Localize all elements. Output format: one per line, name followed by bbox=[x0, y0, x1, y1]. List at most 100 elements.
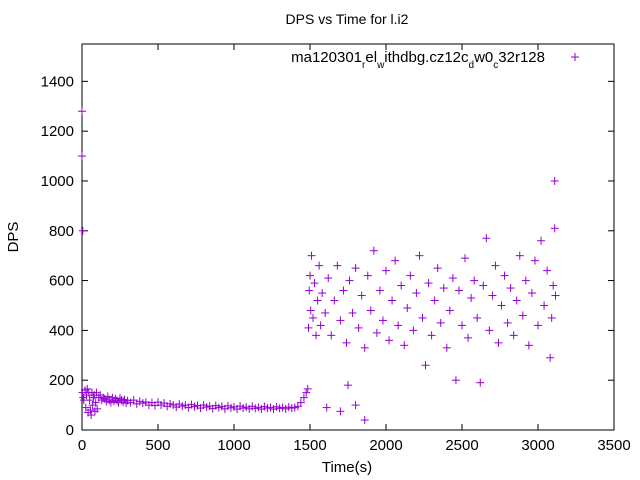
data-point bbox=[303, 384, 312, 393]
x-tick-label: 2000 bbox=[369, 437, 402, 454]
data-point bbox=[512, 296, 521, 305]
data-point bbox=[445, 306, 454, 315]
data-point bbox=[309, 313, 318, 322]
x-axis: 0 500 1000 1500 2000 2500 3000 3500 bbox=[78, 44, 631, 454]
data-point bbox=[372, 328, 381, 337]
y-tick-label: 400 bbox=[49, 322, 74, 339]
data-point bbox=[549, 281, 558, 290]
y-tick-label: 600 bbox=[49, 273, 74, 290]
data-point bbox=[369, 246, 378, 255]
data-point bbox=[327, 331, 336, 340]
data-point bbox=[461, 254, 470, 263]
data-points bbox=[78, 107, 560, 425]
data-point bbox=[543, 266, 552, 275]
data-point bbox=[324, 274, 333, 283]
x-tick-label: 2500 bbox=[445, 437, 478, 454]
data-point bbox=[342, 338, 351, 347]
y-axis-label: DPS bbox=[5, 222, 22, 253]
data-point bbox=[351, 264, 360, 273]
data-point bbox=[333, 261, 342, 270]
data-point bbox=[81, 403, 90, 412]
data-point bbox=[451, 376, 460, 385]
data-point bbox=[421, 361, 430, 370]
chart-title: DPS vs Time for l.i2 bbox=[286, 11, 409, 27]
x-tick-label: 1000 bbox=[217, 437, 250, 454]
data-point bbox=[521, 276, 530, 285]
y-tick-label: 1200 bbox=[41, 123, 74, 140]
legend: ma120301relwithdbg.cz12cdw0c32r128 bbox=[291, 49, 579, 71]
data-point bbox=[357, 291, 366, 300]
data-point bbox=[470, 276, 479, 285]
data-point bbox=[534, 321, 542, 330]
data-point bbox=[406, 271, 415, 280]
data-point bbox=[316, 321, 325, 330]
data-point bbox=[415, 251, 424, 260]
data-point bbox=[313, 296, 322, 305]
data-point bbox=[397, 281, 406, 290]
y-tick-label: 800 bbox=[49, 223, 74, 240]
data-point bbox=[485, 326, 494, 335]
x-tick-label: 0 bbox=[78, 437, 86, 454]
x-tick-label: 500 bbox=[145, 437, 170, 454]
data-point bbox=[306, 306, 315, 315]
data-point bbox=[488, 291, 497, 300]
data-point bbox=[476, 378, 485, 387]
data-point bbox=[78, 226, 87, 235]
data-point bbox=[363, 271, 372, 280]
data-point bbox=[336, 316, 345, 325]
data-point bbox=[442, 343, 451, 352]
data-point bbox=[412, 289, 421, 298]
data-point bbox=[464, 333, 473, 342]
data-point bbox=[366, 306, 375, 315]
data-point bbox=[86, 406, 95, 415]
y-tick-label: 0 bbox=[66, 422, 74, 439]
data-point bbox=[436, 318, 445, 327]
data-point bbox=[336, 407, 345, 416]
data-point bbox=[351, 401, 360, 410]
data-point bbox=[296, 398, 305, 407]
data-point bbox=[354, 323, 363, 332]
data-point bbox=[503, 318, 512, 327]
x-tick-label: 3500 bbox=[597, 437, 630, 454]
data-point bbox=[305, 286, 314, 295]
data-point bbox=[91, 398, 100, 407]
data-point bbox=[418, 313, 427, 322]
data-point bbox=[494, 338, 503, 347]
data-point bbox=[473, 313, 482, 322]
legend-marker-symbol bbox=[571, 53, 579, 61]
data-point bbox=[78, 152, 86, 161]
data-point bbox=[78, 107, 86, 116]
data-point bbox=[345, 276, 354, 285]
data-point bbox=[540, 301, 549, 310]
data-point bbox=[448, 274, 457, 283]
data-point bbox=[344, 381, 352, 390]
data-point bbox=[551, 291, 560, 300]
data-point bbox=[339, 286, 348, 295]
data-point bbox=[550, 176, 559, 185]
data-point bbox=[87, 411, 96, 420]
data-point bbox=[400, 341, 409, 350]
data-point bbox=[403, 303, 412, 312]
data-point bbox=[388, 296, 397, 305]
data-point bbox=[299, 393, 308, 402]
legend-marker bbox=[571, 53, 579, 61]
data-point bbox=[479, 281, 488, 290]
data-point bbox=[312, 331, 321, 340]
data-point bbox=[546, 353, 555, 362]
data-point bbox=[497, 301, 506, 310]
data-point bbox=[509, 331, 518, 340]
data-point bbox=[500, 271, 509, 280]
data-point bbox=[103, 392, 112, 401]
data-point bbox=[454, 286, 463, 295]
data-point bbox=[310, 279, 319, 288]
data-point bbox=[360, 416, 369, 425]
data-point bbox=[524, 341, 533, 350]
data-point bbox=[394, 321, 403, 330]
x-tick-label: 1500 bbox=[293, 437, 326, 454]
data-point bbox=[360, 343, 369, 352]
y-tick-label: 1000 bbox=[41, 173, 74, 190]
data-point bbox=[547, 313, 556, 322]
y-axis: 0 200 400 600 800 1000 1200 1400 bbox=[41, 73, 614, 439]
data-point bbox=[304, 323, 313, 332]
